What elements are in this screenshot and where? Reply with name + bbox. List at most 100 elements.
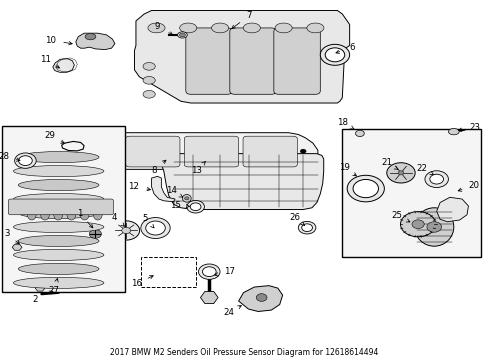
FancyBboxPatch shape [125,136,180,167]
Ellipse shape [67,210,76,220]
Ellipse shape [256,294,266,301]
Ellipse shape [41,210,49,220]
Ellipse shape [54,210,62,220]
Text: 17: 17 [224,267,234,276]
Ellipse shape [71,216,120,251]
Polygon shape [238,285,282,311]
Ellipse shape [182,194,191,202]
Text: 19: 19 [338,163,349,172]
Ellipse shape [142,90,155,98]
Polygon shape [134,10,349,103]
Ellipse shape [429,174,443,184]
Ellipse shape [411,220,424,229]
Ellipse shape [397,171,403,175]
Text: 3: 3 [4,229,9,238]
Ellipse shape [19,263,99,274]
Ellipse shape [180,23,196,33]
Ellipse shape [142,76,155,84]
Text: 25: 25 [390,211,402,220]
Ellipse shape [147,23,165,33]
Text: 4: 4 [112,213,117,222]
Ellipse shape [301,224,312,231]
Ellipse shape [352,180,378,198]
Polygon shape [436,197,468,222]
Ellipse shape [298,221,315,234]
Text: 5: 5 [142,214,148,223]
Ellipse shape [274,23,292,33]
Text: 15: 15 [169,201,180,210]
Ellipse shape [113,149,119,153]
Polygon shape [35,285,45,291]
Text: 28: 28 [0,152,9,161]
Ellipse shape [300,149,305,153]
Ellipse shape [142,63,155,70]
Text: 12: 12 [128,182,139,191]
Text: 10: 10 [45,36,56,45]
Ellipse shape [14,193,104,204]
Text: 2: 2 [32,294,38,303]
Text: 24: 24 [223,308,234,317]
Ellipse shape [14,221,104,233]
Ellipse shape [177,32,187,38]
Ellipse shape [14,166,104,177]
Ellipse shape [414,208,453,246]
Ellipse shape [112,221,140,240]
Ellipse shape [190,203,201,211]
Ellipse shape [306,23,323,33]
Ellipse shape [73,218,117,250]
Ellipse shape [14,277,104,288]
Ellipse shape [19,235,99,247]
Text: 20: 20 [468,181,479,190]
Ellipse shape [80,210,89,220]
Text: 8: 8 [151,166,157,175]
Text: 27: 27 [48,286,60,295]
Ellipse shape [89,230,102,238]
Text: 29: 29 [44,131,55,140]
FancyBboxPatch shape [273,28,320,94]
Text: 26: 26 [289,213,300,222]
Bar [141,257,195,287]
FancyBboxPatch shape [184,136,238,167]
Ellipse shape [325,48,344,62]
FancyBboxPatch shape [243,136,297,167]
Text: 9: 9 [155,22,160,31]
Polygon shape [200,292,218,303]
Ellipse shape [78,222,112,246]
Ellipse shape [320,44,349,65]
Ellipse shape [19,152,99,163]
Text: 23: 23 [468,123,480,132]
FancyBboxPatch shape [8,199,113,215]
Text: 14: 14 [166,186,177,195]
Text: 6: 6 [348,43,354,52]
FancyBboxPatch shape [185,28,232,94]
Polygon shape [151,176,175,202]
Ellipse shape [122,227,130,234]
Text: 16: 16 [131,279,142,288]
Ellipse shape [141,217,170,239]
Ellipse shape [346,175,384,202]
Text: 2017 BMW M2 Senders Oil Pressure Sensor Diagram for 12618614494: 2017 BMW M2 Senders Oil Pressure Sensor … [110,348,378,357]
Ellipse shape [211,23,228,33]
FancyBboxPatch shape [229,28,276,94]
Text: 21: 21 [381,158,391,167]
Polygon shape [53,59,74,72]
Bar [2,126,124,292]
Text: 18: 18 [337,118,347,127]
Text: 11: 11 [40,55,51,64]
Ellipse shape [179,33,185,37]
Polygon shape [12,244,22,250]
Ellipse shape [19,207,99,219]
Ellipse shape [19,180,99,191]
Polygon shape [76,33,115,50]
Ellipse shape [15,153,36,168]
Ellipse shape [14,249,104,261]
Polygon shape [161,154,323,210]
Polygon shape [104,133,317,169]
Ellipse shape [424,171,447,188]
Text: 22: 22 [415,164,427,173]
Ellipse shape [400,212,435,237]
Ellipse shape [202,267,216,276]
Ellipse shape [186,201,204,213]
Ellipse shape [426,222,441,232]
Ellipse shape [27,210,36,220]
